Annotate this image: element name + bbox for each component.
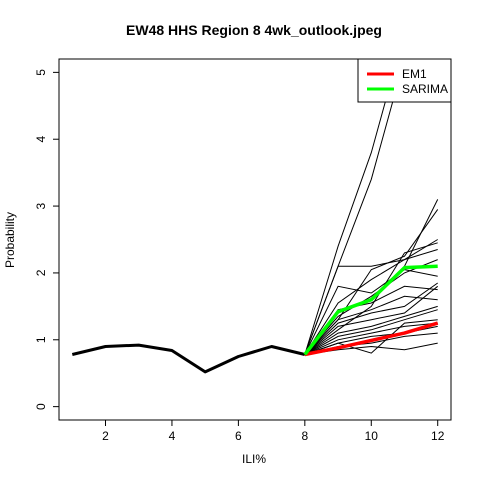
ensemble-line-9: [304, 305, 438, 355]
ensemble-line-3: [304, 249, 438, 355]
y-tick-label-1: 1: [34, 336, 48, 343]
x-tick-label-10: 10: [365, 429, 379, 443]
x-tick-label-4: 4: [169, 429, 176, 443]
legend-label-em1: EM1: [402, 67, 427, 81]
y-tick-label-2: 2: [34, 269, 48, 276]
y-axis-label: Probability: [3, 212, 17, 268]
y-tick-label-0: 0: [34, 403, 48, 410]
ensemble-line-8: [304, 285, 439, 355]
x-axis-label: ILI%: [242, 452, 266, 466]
observed-line-group: [71, 343, 306, 374]
ensemble-line-15: [304, 319, 438, 355]
ensemble-line-18: [304, 209, 439, 355]
y-axis: 0 1 2 3 4 5: [34, 69, 59, 410]
x-tick-label-12: 12: [431, 429, 445, 443]
series-line-sarima: [303, 264, 438, 356]
ensemble-line-16: [304, 242, 438, 355]
legend-label-sarima: SARIMA: [402, 82, 448, 96]
observed-line: [71, 343, 306, 374]
ensemble-line-19: [304, 59, 406, 355]
ensemble-line-11: [304, 322, 438, 355]
y-tick-label-4: 4: [34, 136, 48, 143]
legend-box: [357, 58, 452, 103]
ensemble-line-2: [304, 269, 438, 355]
y-tick-label-3: 3: [34, 202, 48, 209]
x-tick-label-8: 8: [301, 429, 308, 443]
ensemble-line-20: [304, 59, 398, 355]
legend: EM1 SARIMA: [357, 58, 452, 103]
y-tick-label-5: 5: [34, 69, 48, 76]
series-line-em1: [304, 321, 439, 357]
plot-frame: [58, 58, 452, 421]
chart-title: EW48 HHS Region 8 4wk_outlook.jpeg: [126, 22, 382, 38]
forecast-series: [303, 264, 439, 357]
ensemble-line-7: [304, 282, 438, 355]
x-axis: 2 4 6 8 10 12: [102, 420, 445, 443]
ensemble-line-10: [304, 309, 438, 355]
x-tick-label-2: 2: [102, 429, 109, 443]
x-tick-label-6: 6: [235, 429, 242, 443]
